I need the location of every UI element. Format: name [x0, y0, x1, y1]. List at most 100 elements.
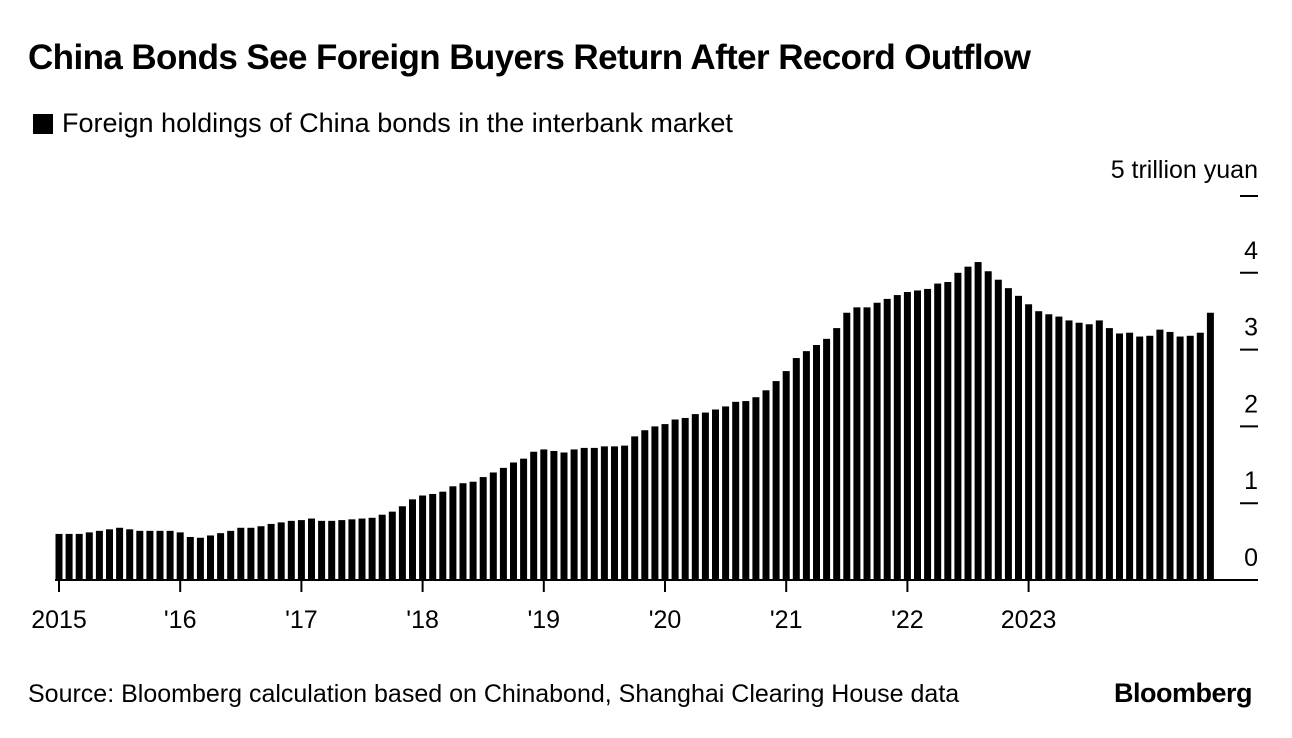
x-tick-label: 2023	[1001, 606, 1057, 634]
bar	[146, 530, 154, 580]
legend-label: Foreign holdings of China bonds in the i…	[62, 108, 733, 138]
y-tick-label: 0	[1244, 544, 1258, 572]
bar	[106, 529, 113, 580]
bar	[388, 511, 396, 580]
bar	[186, 536, 194, 580]
x-axis: 2015 '16 '17 '18 '19 '20 '21 '22 2023	[31, 579, 1258, 634]
x-tick-label: '20	[649, 606, 682, 634]
bar	[489, 472, 497, 580]
x-tick-label: '21	[770, 606, 803, 634]
bar	[651, 426, 659, 580]
bar	[732, 401, 740, 580]
bar	[1055, 316, 1063, 580]
bar	[914, 290, 921, 580]
bar	[65, 533, 73, 580]
bar	[267, 523, 275, 580]
bar	[540, 449, 548, 580]
bar	[318, 520, 326, 580]
bar	[580, 447, 588, 580]
bar	[1156, 329, 1164, 580]
bar	[782, 371, 790, 580]
bar	[550, 450, 558, 580]
bar	[55, 533, 63, 580]
bar	[328, 520, 336, 580]
bar	[924, 288, 932, 580]
y-axis-unit-label: 5 trillion yuan	[1111, 156, 1258, 184]
bar	[1206, 312, 1214, 580]
bar	[156, 530, 164, 580]
y-axis: 0 1 2 3 4	[1240, 195, 1258, 572]
bar	[1166, 331, 1174, 580]
bar	[196, 537, 204, 580]
bar	[742, 401, 750, 580]
bar	[570, 449, 578, 580]
bar	[934, 283, 942, 580]
bar	[217, 533, 225, 580]
bar	[287, 520, 295, 580]
bar	[166, 530, 174, 580]
bar	[994, 279, 1002, 580]
bar	[530, 451, 538, 580]
bar	[661, 424, 669, 580]
bar	[833, 328, 841, 580]
bar	[772, 381, 780, 580]
bar	[944, 282, 952, 580]
bar	[1146, 335, 1154, 580]
bar	[853, 307, 861, 580]
bar	[823, 338, 831, 580]
bar	[621, 445, 629, 580]
bar	[510, 462, 517, 580]
bar	[691, 414, 699, 580]
bar	[762, 390, 770, 580]
bar	[348, 519, 356, 580]
y-tick-label: 1	[1244, 467, 1258, 495]
bar	[136, 530, 144, 580]
bar	[701, 412, 709, 580]
bar	[671, 419, 679, 580]
bar	[409, 499, 416, 580]
bar	[368, 517, 376, 580]
legend: Foreign holdings of China bonds in the i…	[33, 108, 733, 139]
bar	[358, 518, 366, 580]
bar	[85, 532, 93, 580]
bar	[1095, 320, 1103, 580]
bar	[176, 532, 184, 580]
bloomberg-logo: Bloomberg	[1113, 678, 1253, 708]
bar	[1136, 336, 1144, 580]
bar	[903, 292, 911, 580]
bar	[752, 397, 760, 580]
bar	[237, 527, 245, 580]
bar	[1085, 324, 1093, 580]
bar	[75, 533, 83, 580]
bar	[1116, 333, 1123, 580]
bar	[126, 529, 134, 580]
bar	[893, 295, 901, 580]
bar	[843, 312, 851, 580]
bar	[520, 458, 528, 580]
bar	[459, 483, 467, 580]
bar	[560, 452, 568, 580]
bar	[1025, 304, 1033, 580]
x-tick-label: '17	[285, 606, 318, 634]
bar	[600, 446, 608, 580]
bar	[297, 520, 305, 580]
bar	[813, 344, 820, 580]
bar	[1186, 335, 1194, 580]
bar	[1126, 332, 1134, 580]
bar	[257, 526, 265, 580]
bar	[712, 409, 719, 580]
bar	[883, 298, 891, 580]
bar	[1035, 311, 1043, 580]
bar	[1045, 314, 1053, 580]
bar	[631, 436, 639, 580]
bar	[338, 520, 346, 580]
bar	[974, 262, 982, 580]
bar	[1196, 332, 1204, 580]
bar	[873, 302, 881, 580]
bar	[308, 518, 315, 580]
bar	[641, 430, 649, 580]
bar	[277, 522, 285, 580]
bar	[984, 271, 992, 580]
bar	[116, 527, 124, 580]
